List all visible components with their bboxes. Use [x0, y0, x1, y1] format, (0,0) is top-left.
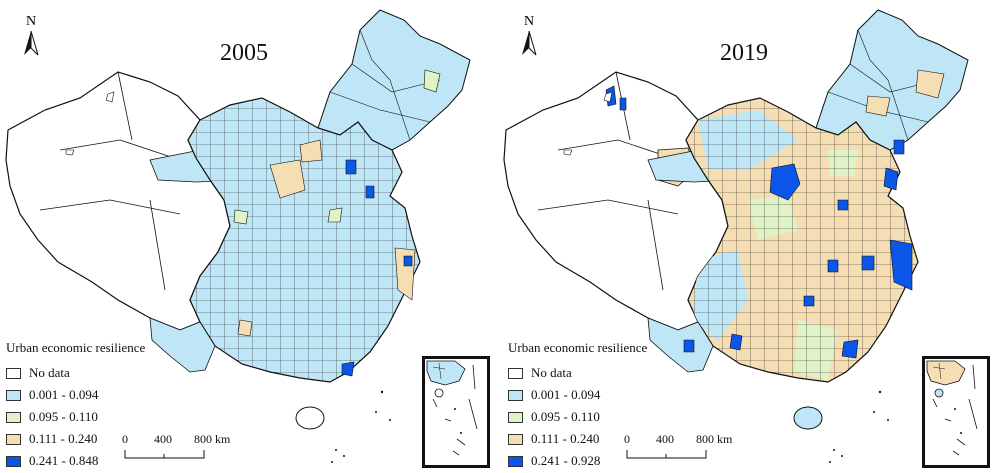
legend-item-class3: 0.111 - 0.240 [6, 428, 145, 450]
legend-label: 0.095 - 0.110 [531, 409, 600, 424]
legend-item-class4: 0.241 - 0.928 [508, 450, 647, 472]
legend-item-class4: 0.241 - 0.848 [6, 450, 145, 472]
scale-label-0: 0 [624, 432, 630, 446]
legend-swatch [6, 433, 21, 445]
northeast-region [317, 9, 471, 151]
legend-label: No data [29, 365, 70, 380]
legend-label: 0.001 - 0.094 [29, 387, 99, 402]
legend-swatch [6, 455, 21, 467]
legend-swatch [508, 389, 523, 401]
scale-label-800: 800 km [696, 432, 733, 446]
map-title-year: 2005 [220, 40, 268, 66]
legend-swatch [508, 367, 523, 379]
legend-item-class1: 0.001 - 0.094 [508, 384, 647, 406]
legend-label: 0.095 - 0.110 [29, 409, 98, 424]
legend-item-class2: 0.095 - 0.110 [508, 406, 647, 428]
legend-swatch [508, 433, 523, 445]
legend-item-class1: 0.001 - 0.094 [6, 384, 145, 406]
map-panel-2005: 2005 N Urban economic resilience No data… [5, 9, 490, 472]
legend-swatch [508, 411, 523, 423]
legend-label: No data [531, 365, 572, 380]
scale-label-800: 800 km [194, 432, 231, 446]
scale-bar-line [124, 450, 205, 459]
legend-swatch [6, 367, 21, 379]
legend-item-no-data: No data [6, 362, 145, 384]
legend-item-class3: 0.111 - 0.240 [508, 428, 647, 450]
map-panel-2019: 2019 N Urban economic resilience No data… [498, 0, 996, 473]
legend-title: Urban economic resilience [6, 340, 146, 355]
legend-label: 0.241 - 0.928 [531, 453, 601, 468]
north-label: N [25, 14, 37, 29]
legend-swatch [508, 455, 523, 467]
northeast-region [815, 9, 969, 151]
south-china-sea-inset [922, 356, 990, 468]
legend-item-no-data: No data [508, 362, 647, 384]
north-arrow: N [516, 14, 542, 63]
inset-map [426, 360, 478, 456]
legend-label: 0.111 - 0.240 [531, 431, 600, 446]
china-map-2019 [503, 9, 969, 463]
legend-swatch [6, 389, 21, 401]
legend: Urban economic resilience No data 0.001 … [6, 340, 145, 472]
south-china-sea-inset [422, 356, 490, 468]
legend-label: 0.111 - 0.240 [29, 431, 98, 446]
legend-label: 0.241 - 0.848 [29, 453, 99, 468]
scale-label-400: 400 [154, 432, 172, 446]
inset-map [926, 360, 978, 456]
north-label: N [523, 14, 535, 29]
scale-bar-line [626, 450, 707, 459]
legend-label: 0.001 - 0.094 [531, 387, 601, 402]
north-arrow-icon [522, 30, 537, 56]
scale-bar: 0 400 800 km [624, 432, 814, 462]
legend: Urban economic resilience No data 0.001 … [508, 340, 647, 472]
china-map-2005 [5, 9, 471, 463]
scale-label-400: 400 [656, 432, 674, 446]
north-arrow-icon [24, 30, 39, 56]
scale-bar: 0 400 800 km [122, 432, 312, 462]
map-title-year: 2019 [720, 40, 768, 66]
legend-title: Urban economic resilience [508, 340, 648, 355]
legend-item-class2: 0.095 - 0.110 [6, 406, 145, 428]
scale-label-0: 0 [122, 432, 128, 446]
legend-swatch [6, 411, 21, 423]
north-arrow: N [18, 14, 44, 63]
